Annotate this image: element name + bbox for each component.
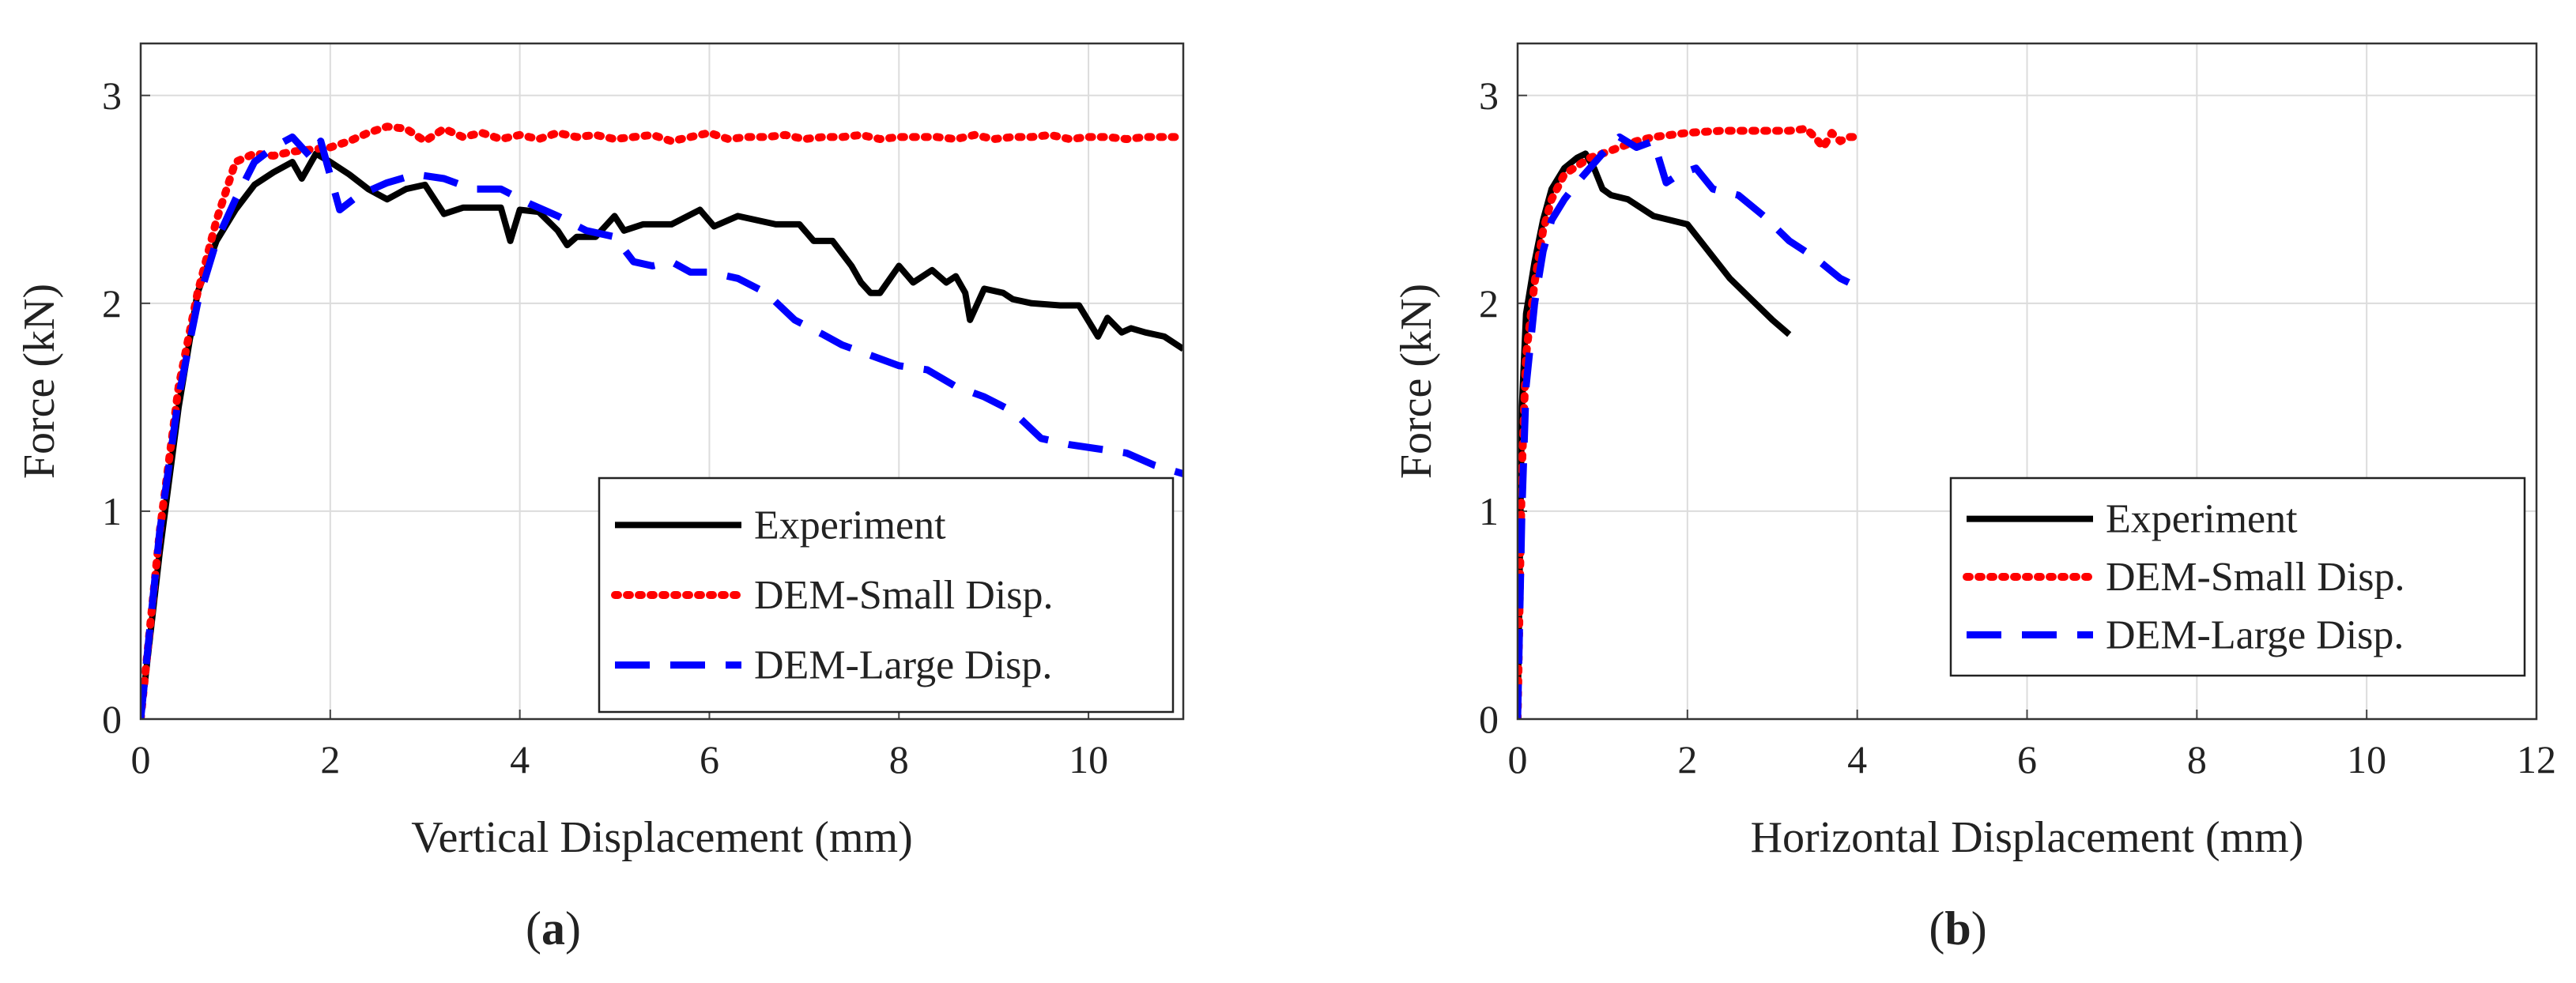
x-axis-title: Vertical Displacement (mm) (411, 813, 912, 862)
legend-label: Experiment (754, 503, 946, 548)
panel-label: (a) (526, 902, 581, 955)
x-tick-label: 6 (700, 737, 719, 782)
legend-label: DEM-Large Disp. (754, 643, 1052, 688)
series-line-dem-small-disp (141, 122, 1183, 719)
x-tick-label: 8 (2187, 737, 2207, 782)
x-tick-label: 2 (320, 737, 340, 782)
x-tick-label: 8 (889, 737, 909, 782)
y-tick-label: 0 (1479, 697, 1499, 741)
chart-panel-a: 0 2 4 6 8 10 0 1 2 3 Vertical Displacement (mm) For… (15, 42, 1185, 955)
panel-label: (b) (1929, 902, 1986, 955)
y-axis-title: Force (kN) (15, 284, 64, 479)
x-tick-label: 0 (131, 737, 151, 782)
legend-label: DEM-Small Disp. (2106, 555, 2404, 600)
y-tick-label: 3 (102, 73, 122, 118)
axes-frame (1516, 42, 2538, 721)
x-tick-label: 10 (1069, 737, 1108, 782)
x-axis-title: Horizontal Displacement (mm) (1751, 813, 2304, 862)
legend: Experiment DEM-Small Disp. DEM-Large Disp. (598, 476, 1175, 714)
x-tick-label: 2 (1677, 737, 1697, 782)
y-tick-label: 3 (1479, 73, 1499, 118)
legend-label: DEM-Small Disp. (754, 573, 1053, 618)
axes-frame (139, 42, 1185, 721)
series-line-dem-large-disp (141, 133, 1183, 719)
x-tick-label: 6 (2017, 737, 2037, 782)
y-tick-label: 1 (1479, 489, 1499, 533)
x-tick-label: 4 (1847, 737, 1867, 782)
series-line-dem-large-disp (1518, 133, 1850, 719)
y-tick-label: 0 (102, 697, 122, 741)
legend: Experiment DEM-Small Disp. DEM-Large Disp. (1949, 476, 2526, 677)
x-tick-label: 10 (2347, 737, 2386, 782)
y-tick-label: 1 (102, 489, 122, 533)
y-axis-title: Force (kN) (1392, 284, 1441, 479)
x-tick-label: 0 (1508, 737, 1528, 782)
y-tick-label: 2 (102, 281, 122, 326)
x-tick-label: 12 (2517, 737, 2556, 782)
y-tick-label: 2 (1479, 281, 1499, 326)
series-line-dem-small-disp (1518, 124, 1861, 719)
x-tick-label: 4 (510, 737, 530, 782)
legend-label: Experiment (2106, 497, 2298, 542)
legend-label: DEM-Large Disp. (2106, 612, 2404, 657)
